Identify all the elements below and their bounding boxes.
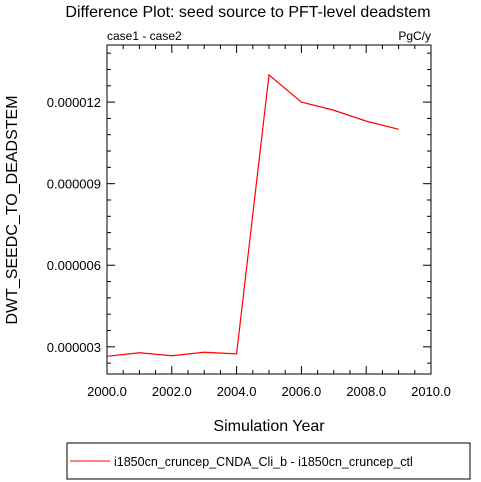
series-line-0 (106, 73, 399, 357)
tick-labels: 2000.0 2002.0 2004.0 2006.0 2008.0 2010.0 0.00… (47, 95, 451, 399)
right-subtitle: PgC/y (398, 29, 431, 43)
y-tick-label: 0.000006 (47, 258, 101, 273)
plot-frame (106, 44, 432, 375)
legend-box (66, 442, 471, 480)
y-axis-label: DWT_SEEDC_TO_DEADSTEM (4, 95, 21, 324)
x-tick-label: 2008.0 (346, 384, 386, 399)
chart-title: Difference Plot: seed source to PFT-leve… (65, 4, 430, 21)
legend-label: i1850cn_cruncep_CNDA_Cli_b - i1850cn_cru… (114, 455, 413, 469)
series-layer (106, 73, 399, 357)
y-tick-label: 0.000012 (47, 95, 101, 110)
y-tick-label: 0.000003 (47, 340, 101, 355)
x-tick-label: 2004.0 (217, 384, 257, 399)
x-tick-label: 2002.0 (152, 384, 192, 399)
axis-ticks (106, 45, 432, 374)
x-tick-label: 2006.0 (282, 384, 322, 399)
x-axis-label: Simulation Year (213, 418, 325, 435)
left-subtitle: case1 - case2 (107, 29, 182, 43)
x-tick-label: 2010.0 (411, 384, 451, 399)
x-tick-label: 2000.0 (87, 384, 127, 399)
y-tick-label: 0.000009 (47, 177, 101, 192)
